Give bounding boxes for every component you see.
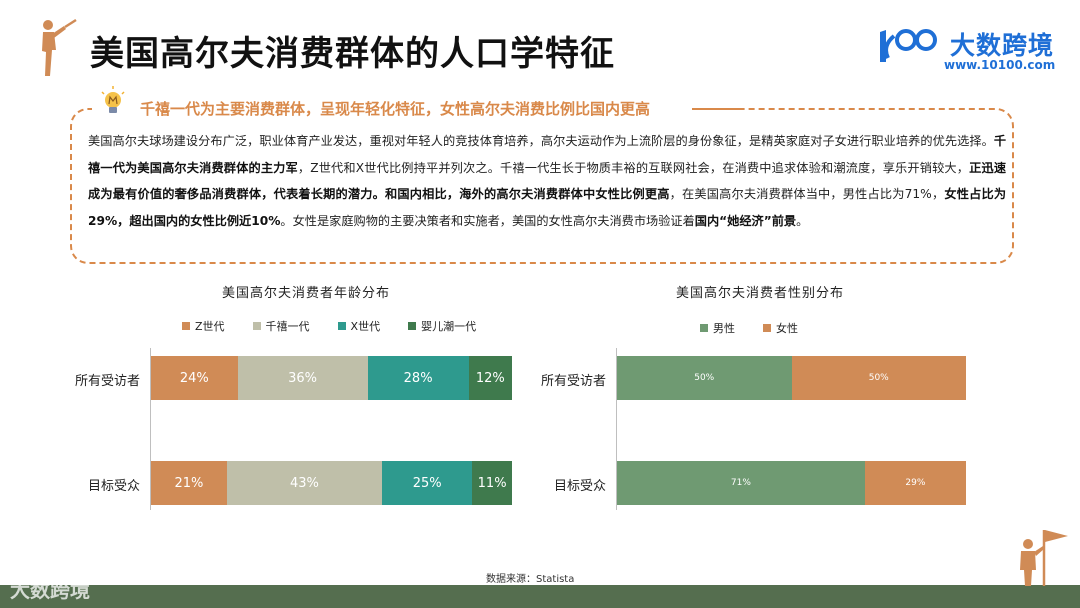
legend-item: 女性 [763, 320, 798, 336]
bar-segment: 29% [864, 461, 966, 505]
summary-text: ，Z世代和X世代比例持平并列次之。千禧一代生长于物质丰裕的互联网社会，在消费中追… [297, 160, 970, 175]
bar-segment: 21% [151, 461, 227, 505]
legend-swatch [337, 322, 346, 330]
summary-highlight: 正迅速成为最有价值的奢侈品消费群体，代表着长期的潜力。和国内相比，海外的高尔夫消… [88, 160, 1007, 202]
gender-chart-legend: 男性 女性 [700, 320, 826, 336]
age-chart-legend: Z世代 千禧一代 X世代 婴儿潮一代 [182, 318, 504, 334]
gender-chart-title: 美国高尔夫消费者性别分布 [676, 286, 845, 301]
bar-segment: 24% [151, 356, 238, 400]
legend-item: Z世代 [182, 318, 225, 334]
summary-headline: 千禧一代为主要消费群体，呈现年轻化特征，女性高尔夫消费比例比国内更高 [140, 100, 651, 118]
data-source: 数据来源：Statista [486, 574, 575, 585]
bar-segment: 11% [472, 461, 512, 505]
legend-label: Z世代 [195, 320, 225, 333]
age-bar-row: 21% 43% 25% 11% [151, 461, 512, 505]
age-chart-axis [150, 348, 151, 510]
gender-category-label: 目标受众 [553, 479, 606, 494]
legend-label: 婴儿潮一代 [421, 320, 477, 333]
legend-label: 男性 [713, 322, 735, 335]
legend-swatch [700, 324, 708, 332]
age-category-label: 所有受访者 [74, 374, 140, 389]
summary-paragraph: 美国高尔夫球场建设分布广泛，职业体育产业发达，重视对年轻人的竞技体育培养，高尔夫… [88, 128, 1006, 234]
age-category-label: 目标受众 [87, 479, 140, 494]
summary-highlight: 千禧一代为美国高尔夫消费群体的主力军 [88, 134, 1006, 175]
gender-bar-row: 71% 29% [617, 461, 966, 505]
legend-item: X世代 [337, 318, 381, 334]
legend-item: 男性 [700, 320, 735, 336]
legend-label: X世代 [350, 320, 381, 333]
age-bar-row: 24% 36% 28% 12% [151, 356, 512, 400]
legend-swatch [182, 322, 190, 330]
legend-swatch [408, 322, 417, 330]
legend-label: 千禧一代 [265, 320, 310, 333]
bar-segment: 12% [468, 356, 512, 400]
watermark: 大数跨境 [10, 578, 90, 602]
age-chart-title: 美国高尔夫消费者年龄分布 [222, 286, 391, 301]
summary-highlight: 国内“她经济”前景 [694, 213, 797, 228]
brand-name: 大数跨境 [950, 31, 1055, 60]
legend-swatch [252, 322, 261, 330]
gender-category-label: 所有受访者 [540, 374, 606, 389]
gender-bar-row: 50% 50% [617, 356, 966, 400]
brand-logo-icon [880, 29, 937, 62]
bar-segment: 71% [617, 461, 865, 505]
summary-text: 。女性是家庭购物的主要决策者和实施者，美国的女性高尔夫消费市场验证着 [280, 213, 695, 228]
summary-text: 美国高尔夫球场建设分布广泛，职业体育产业发达，重视对年轻人的竞技体育培养，高尔夫… [88, 134, 994, 148]
legend-label: 女性 [776, 322, 798, 335]
bar-segment: 50% [617, 356, 792, 400]
legend-item: 婴儿潮一代 [408, 318, 476, 334]
summary-text: ，在美国高尔夫消费群体当中，男性占比为71%， [669, 187, 945, 201]
bar-segment: 28% [367, 356, 469, 400]
bar-segment: 36% [237, 356, 368, 400]
lightbulb-icon [101, 86, 125, 113]
headline-underline [692, 108, 742, 110]
golfer-icon [42, 18, 77, 76]
footer-bar [0, 585, 1080, 608]
gender-chart-axis [616, 348, 617, 510]
summary-text: 。 [796, 213, 809, 228]
page-title: 美国高尔夫消费群体的人口学特征 [90, 34, 615, 74]
bar-segment: 25% [382, 461, 473, 505]
summary-highlight: 女性占比为29%，超出国内的女性比例近10% [88, 187, 1007, 228]
headline-backdrop [92, 92, 698, 120]
legend-swatch [763, 324, 771, 332]
brand-url: www.10100.com [944, 58, 1056, 72]
bar-segment: 43% [226, 461, 383, 505]
bar-segment: 50% [791, 356, 966, 400]
golfer-with-flag-icon [1020, 530, 1068, 586]
brand-block: 大数跨境 www.10100.com [876, 24, 1066, 74]
legend-item: 千禧一代 [252, 318, 310, 334]
